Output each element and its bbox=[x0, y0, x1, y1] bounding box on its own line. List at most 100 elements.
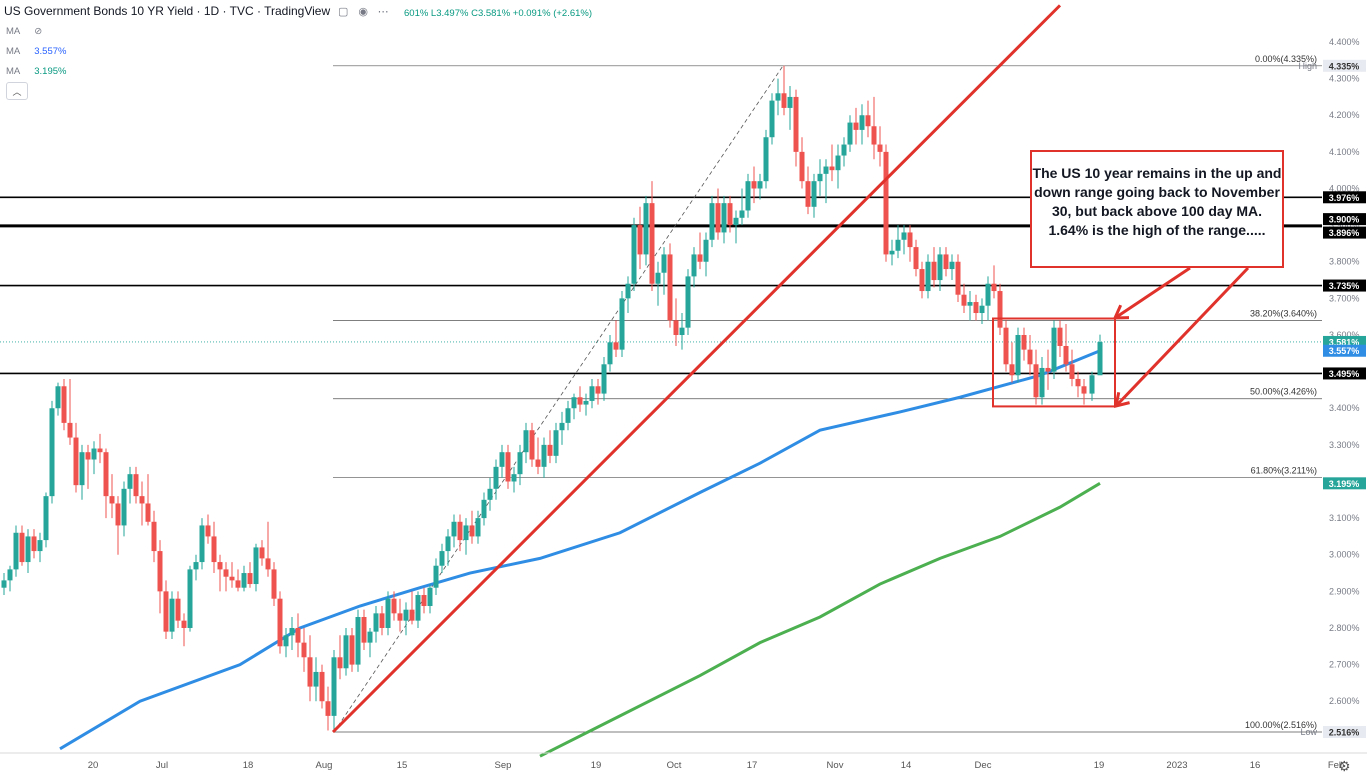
candle bbox=[811, 173, 817, 218]
candle bbox=[265, 521, 271, 577]
candle-body bbox=[793, 96, 799, 152]
candle bbox=[307, 635, 313, 702]
candle-body bbox=[847, 122, 853, 145]
more-icon[interactable]: ⋯ bbox=[377, 5, 389, 18]
candle-body bbox=[259, 547, 265, 559]
candle bbox=[643, 195, 649, 266]
candle bbox=[889, 239, 895, 266]
candle bbox=[61, 378, 67, 431]
candle bbox=[571, 393, 577, 420]
candle-body bbox=[307, 657, 313, 687]
trend-lines bbox=[331, 4, 1062, 734]
candle-body bbox=[1063, 345, 1069, 365]
candle-body bbox=[139, 496, 145, 504]
price-tag-bg bbox=[1323, 344, 1366, 357]
candle bbox=[97, 433, 103, 464]
candle-body bbox=[511, 474, 517, 482]
price-tag-bg bbox=[1323, 477, 1366, 490]
candle-body bbox=[1097, 341, 1103, 376]
candle-body bbox=[763, 137, 769, 182]
candle bbox=[877, 126, 883, 167]
y-tick-label: 3.800% bbox=[1329, 257, 1360, 267]
square-icon[interactable]: ▢ bbox=[337, 5, 349, 18]
candle-body bbox=[451, 521, 457, 537]
candle-body bbox=[241, 573, 247, 588]
gear-icon[interactable]: ⚙ bbox=[1338, 758, 1351, 774]
candle-body bbox=[373, 613, 379, 632]
candle bbox=[31, 529, 37, 559]
candle-body bbox=[817, 173, 823, 182]
candle-body bbox=[853, 122, 859, 130]
candle-body bbox=[577, 397, 583, 405]
ma-row-1[interactable]: MA ⊘ bbox=[6, 26, 42, 37]
candle bbox=[1027, 334, 1033, 376]
candle-body bbox=[133, 474, 139, 497]
y-tick-label: 3.000% bbox=[1329, 550, 1360, 560]
candle-body bbox=[385, 598, 391, 628]
candle bbox=[1089, 371, 1095, 401]
y-tick-label: 4.200% bbox=[1329, 110, 1360, 120]
candle bbox=[511, 466, 517, 493]
price-tag-label: 3.735% bbox=[1329, 281, 1360, 291]
candle-body bbox=[211, 536, 217, 563]
x-tick-label: Jul bbox=[156, 760, 168, 771]
candle-body bbox=[319, 671, 325, 702]
candle bbox=[1051, 320, 1057, 379]
x-tick-label: Oct bbox=[667, 760, 682, 771]
candle bbox=[739, 188, 745, 226]
candle bbox=[1081, 378, 1087, 405]
ma-row-2[interactable]: MA 3.557% bbox=[6, 46, 66, 57]
candle-body bbox=[925, 261, 931, 292]
ma-value: 3.195% bbox=[34, 66, 67, 77]
candle-body bbox=[751, 181, 757, 189]
candle-body bbox=[919, 269, 925, 292]
candle bbox=[367, 627, 373, 658]
ma-row-3[interactable]: MA 3.195% bbox=[6, 66, 66, 77]
candle bbox=[169, 591, 175, 639]
candle-body bbox=[229, 576, 235, 581]
candle bbox=[475, 510, 481, 544]
candle bbox=[1009, 342, 1015, 383]
candle-body bbox=[733, 217, 739, 226]
candle-body bbox=[169, 598, 175, 632]
candle bbox=[793, 89, 799, 167]
candle-body bbox=[103, 452, 109, 497]
x-tick-label: 14 bbox=[901, 760, 912, 771]
candle-body bbox=[349, 635, 355, 665]
candle-body bbox=[583, 400, 589, 405]
candle bbox=[319, 664, 325, 709]
candle bbox=[799, 137, 805, 189]
candle bbox=[85, 444, 91, 489]
candle bbox=[583, 393, 589, 416]
candle bbox=[613, 320, 619, 357]
y-tick-label: 3.400% bbox=[1329, 403, 1360, 413]
y-tick-label: 3.600% bbox=[1329, 330, 1360, 340]
candle-body bbox=[193, 562, 199, 570]
candle-body bbox=[487, 488, 493, 500]
candle bbox=[463, 518, 469, 555]
candle bbox=[241, 565, 247, 592]
candle bbox=[661, 247, 667, 295]
candle bbox=[907, 225, 913, 262]
candle bbox=[199, 518, 205, 570]
price-tag-bg bbox=[1323, 279, 1366, 292]
candle-body bbox=[55, 386, 61, 409]
collapse-indicators-button[interactable]: ︿ bbox=[6, 82, 28, 100]
candle bbox=[607, 334, 613, 372]
eye-off-icon[interactable]: ⊘ bbox=[34, 26, 43, 37]
candle bbox=[1057, 320, 1063, 357]
price-tag: 4.335% bbox=[1323, 59, 1366, 72]
candle bbox=[841, 137, 847, 167]
chart-title: US Government Bonds 10 YR Yield · 1D · T… bbox=[4, 4, 331, 18]
candle-body bbox=[619, 298, 625, 350]
candle bbox=[115, 496, 121, 555]
candle-body bbox=[1075, 378, 1081, 387]
candle-body bbox=[499, 452, 505, 467]
candle bbox=[481, 492, 487, 526]
x-tick-label: 20 bbox=[88, 760, 99, 771]
candle bbox=[13, 525, 19, 577]
fib-label: 50.00%(3.426%) bbox=[1250, 387, 1317, 397]
price-tag: 3.495% bbox=[1323, 367, 1366, 380]
eye-icon[interactable]: ◉ bbox=[358, 5, 368, 18]
